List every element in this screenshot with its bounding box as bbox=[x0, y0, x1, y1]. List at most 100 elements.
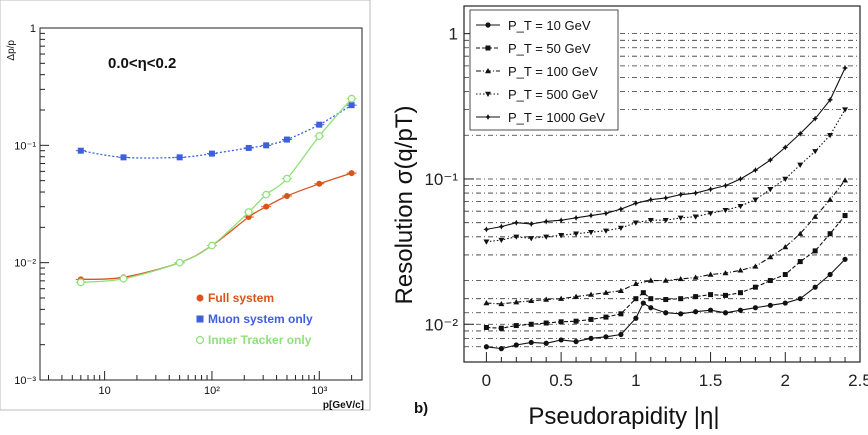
right-legend: P_T = 10 GeV P_T = 50 GeV P_T = 100 GeV P_T… bbox=[469, 9, 619, 131]
left-x-tick-label: 10³ bbox=[311, 385, 327, 397]
right-data-point bbox=[647, 277, 654, 283]
right-legend-box bbox=[469, 9, 619, 131]
right-data-point bbox=[827, 196, 834, 202]
right-data-point bbox=[767, 157, 774, 164]
left-data-point bbox=[208, 150, 215, 157]
right-data-point bbox=[842, 213, 848, 219]
right-data-point bbox=[513, 342, 519, 348]
right-data-point bbox=[737, 267, 744, 273]
right-data-point bbox=[767, 254, 774, 260]
right-data-point bbox=[543, 320, 549, 326]
left-chart-panel: 10 10² 10³ 10⁻³ 10⁻² 10⁻¹ 1 Δp/p p[GeV/c] 0.0<… bbox=[0, 0, 371, 411]
right-y-tick-label: 1 bbox=[449, 25, 458, 44]
legend-label: P_T = 100 GeV bbox=[508, 64, 598, 79]
right-data-point bbox=[602, 210, 609, 217]
eta-range-annotation: 0.0<η<0.2 bbox=[108, 55, 176, 72]
right-data-point bbox=[483, 300, 490, 306]
left-data-point bbox=[263, 142, 270, 149]
right-data-point bbox=[543, 296, 550, 302]
right-data-point bbox=[485, 22, 491, 28]
left-axis-ticks: 10 10² 10³ 10⁻³ 10⁻² 10⁻¹ 1 bbox=[14, 23, 353, 397]
right-data-point bbox=[603, 334, 609, 340]
right-y-tick-label: 10⁻² bbox=[424, 315, 458, 334]
right-data-point bbox=[662, 218, 669, 224]
right-data-point bbox=[692, 274, 699, 280]
left-data-point bbox=[348, 170, 355, 177]
right-data-point bbox=[602, 289, 609, 295]
right-data-point bbox=[782, 244, 789, 250]
right-data-point bbox=[603, 314, 609, 320]
right-data-point bbox=[812, 115, 819, 122]
right-y-axis-label: Resolution σ(q/pT) bbox=[391, 106, 418, 305]
right-data-point bbox=[528, 321, 534, 327]
right-data-point bbox=[528, 339, 534, 346]
right-x-tick-label: 1 bbox=[631, 371, 640, 390]
left-data-point bbox=[283, 174, 291, 183]
right-data-point bbox=[648, 296, 654, 302]
left-y-tick-label: 1 bbox=[30, 23, 36, 35]
left-y-tick-label: 10⁻¹ bbox=[14, 140, 36, 152]
legend-label: Inner Tracker only bbox=[208, 333, 312, 347]
right-data-point bbox=[485, 114, 491, 120]
left-x-tick-label: 10 bbox=[98, 385, 110, 397]
right-data-point bbox=[723, 292, 729, 298]
right-data-point bbox=[677, 215, 684, 221]
left-data-point bbox=[77, 147, 84, 154]
right-data-point bbox=[573, 338, 579, 345]
right-data-point bbox=[678, 296, 684, 302]
right-data-point bbox=[767, 278, 773, 284]
right-data-point bbox=[707, 186, 714, 193]
legend-label: Muon system only bbox=[208, 312, 313, 326]
right-data-point bbox=[513, 219, 520, 226]
right-data-point bbox=[797, 162, 804, 168]
right-data-point bbox=[543, 218, 550, 225]
right-data-point bbox=[827, 231, 833, 237]
right-data-point bbox=[693, 294, 699, 300]
right-data-point bbox=[737, 175, 744, 182]
right-data-point bbox=[797, 259, 803, 265]
right-data-point bbox=[483, 226, 490, 233]
right-x-tick-label: 0 bbox=[482, 371, 491, 390]
right-data-point bbox=[498, 237, 505, 244]
right-data-point bbox=[752, 197, 759, 203]
right-data-point bbox=[602, 228, 609, 234]
right-data-point bbox=[842, 107, 849, 113]
right-data-point bbox=[618, 331, 624, 338]
right-data-point bbox=[632, 220, 639, 226]
right-x-tick-label: 2 bbox=[781, 371, 790, 390]
legend-label: Full system bbox=[208, 291, 274, 305]
right-data-point bbox=[485, 68, 491, 74]
right-data-point bbox=[588, 230, 595, 236]
right-data-point bbox=[513, 299, 520, 305]
left-data-point bbox=[120, 154, 127, 161]
left-y-axis-label: Δp/p bbox=[6, 40, 17, 61]
left-data-point bbox=[347, 94, 356, 103]
right-data-point bbox=[528, 297, 535, 304]
left-data-point bbox=[315, 132, 324, 140]
right-data-point bbox=[767, 302, 773, 308]
right-data-point bbox=[528, 236, 535, 242]
right-data-point bbox=[617, 206, 624, 213]
left-data-point bbox=[175, 258, 184, 267]
right-data-point bbox=[752, 167, 759, 174]
legend-marker-full-system bbox=[196, 294, 204, 302]
right-data-point bbox=[558, 233, 565, 239]
right-data-point bbox=[752, 263, 759, 269]
right-data-point bbox=[498, 300, 505, 307]
right-data-point bbox=[678, 311, 684, 317]
right-data-point bbox=[498, 223, 505, 230]
right-series-group bbox=[483, 65, 849, 352]
right-data-point bbox=[483, 325, 489, 331]
right-data-point bbox=[662, 194, 669, 201]
right-data-point bbox=[543, 234, 550, 240]
right-data-point bbox=[558, 217, 565, 224]
right-data-point bbox=[722, 182, 729, 189]
right-data-point bbox=[797, 230, 804, 236]
left-plot-frame bbox=[39, 27, 363, 381]
right-axis-ticks: 0 0.5 1 1.5 2 2.5 10⁻² 10⁻¹ 1 bbox=[424, 25, 868, 390]
right-data-point bbox=[692, 214, 699, 220]
right-plot-frame bbox=[463, 5, 861, 363]
right-data-point bbox=[782, 144, 789, 151]
right-data-point bbox=[693, 309, 699, 315]
